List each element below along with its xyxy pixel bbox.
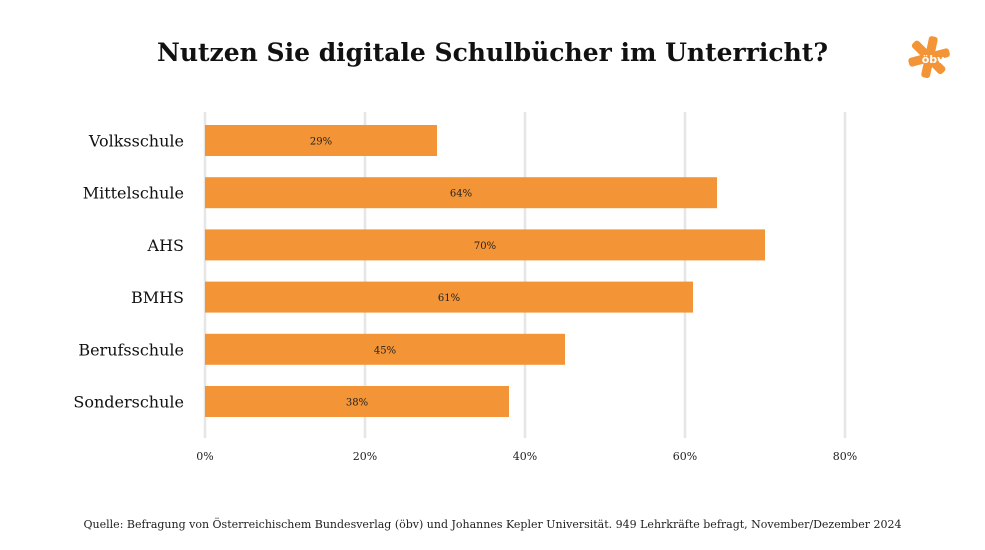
x-tick-label-80: 80% xyxy=(833,450,857,463)
x-tick-label-60: 60% xyxy=(673,450,697,463)
value-label-berufsschule: 45% xyxy=(374,345,396,356)
bar-berufsschule xyxy=(205,333,565,365)
bar-volksschule xyxy=(205,125,437,156)
bar-ahs xyxy=(205,229,765,261)
bar-mittelschule xyxy=(205,177,717,209)
source-note: Quelle: Befragung von Österreichischem B… xyxy=(83,518,902,531)
value-label-volksschule: 29% xyxy=(310,137,332,148)
logo-text: öbv xyxy=(922,53,945,66)
bars xyxy=(205,125,765,417)
category-label-bmhs: BMHS xyxy=(131,288,184,307)
category-label-mittelschule: Mittelschule xyxy=(83,184,184,203)
category-label-sonderschule: Sonderschule xyxy=(73,393,184,412)
value-label-mittelschule: 64% xyxy=(450,189,472,200)
value-label-sonderschule: 38% xyxy=(346,398,368,409)
labels: 0% 20% 40% 60% 80% Volksschule 29% Mittelschule… xyxy=(73,132,857,464)
bar-sonderschule xyxy=(205,386,509,417)
category-label-ahs: AHS xyxy=(147,236,184,255)
x-tick-label-20: 20% xyxy=(353,450,377,463)
category-label-volksschule: Volksschule xyxy=(88,132,184,151)
value-label-bmhs: 61% xyxy=(438,293,460,304)
oebv-logo: öbv xyxy=(908,36,950,79)
bar-bmhs xyxy=(205,281,693,313)
x-tick-label-40: 40% xyxy=(513,450,537,463)
category-label-berufsschule: Berufsschule xyxy=(78,340,184,359)
oebv-star-icon xyxy=(908,36,950,79)
value-label-ahs: 70% xyxy=(474,241,496,252)
x-tick-label-0: 0% xyxy=(196,450,213,463)
grid xyxy=(203,112,847,438)
chart-title: Nutzen Sie digitale Schulbücher im Unter… xyxy=(156,38,828,67)
